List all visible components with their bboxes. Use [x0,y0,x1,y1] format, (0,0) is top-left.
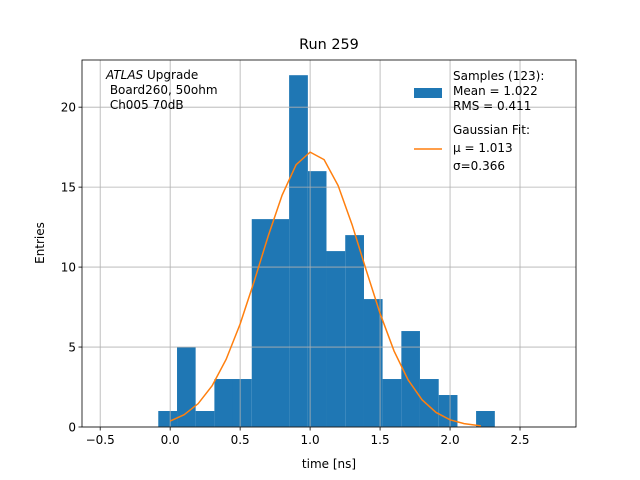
bar [401,331,420,427]
plot-frame [81,59,577,428]
bar [345,235,364,427]
bar [476,411,495,427]
x-tick-label: 0.0 [161,433,180,447]
y-tick-label: 20 [61,101,76,115]
x-tick-label: 0.5 [231,433,250,447]
bar [270,219,290,427]
y-axis-label: Entries [33,222,47,264]
legend-text: μ = 1.013 [453,141,513,155]
bar [438,395,458,427]
x-tick-label: 2.5 [510,433,529,447]
x-tick-label: 2.0 [441,433,460,447]
bar [232,379,252,427]
annotation-line: Upgrade [143,68,198,82]
legend-text: Samples (123): [453,69,544,83]
y-tick-label: 5 [68,341,76,355]
bar [307,171,327,427]
x-axis-label: time [ns] [302,457,356,471]
legend-text: RMS = 0.411 [453,99,531,113]
bar [289,75,308,428]
bar [382,379,402,427]
legend-text: Mean = 1.022 [453,84,538,98]
annotation-italic: ATLAS [105,68,144,82]
bar [195,411,215,427]
annotation: ATLAS Upgrade Board260, 50ohm Ch005 70dB [105,68,218,112]
bar [419,379,439,427]
bar [177,347,196,427]
fit-line [169,151,481,427]
bar [214,379,233,427]
bar [158,411,178,427]
y-tick-label: 0 [68,421,76,435]
x-tick-label: −0.5 [86,433,115,447]
annotation-line: Board260, 50ohm [106,83,218,97]
legend-text: σ=0.366 [453,159,505,173]
y-tick-label: 15 [61,181,76,195]
legend-swatch [414,88,442,98]
y-tick-label: 10 [61,261,76,275]
x-tick-label: 1.5 [371,433,390,447]
legend-text: Gaussian Fit: [453,123,530,137]
annotation-line: Ch005 70dB [106,98,184,112]
x-tick-label: 1.0 [301,433,320,447]
bar [363,299,383,427]
chart-title: Run 259 [299,37,359,53]
bar [251,219,271,427]
bar [326,251,346,427]
